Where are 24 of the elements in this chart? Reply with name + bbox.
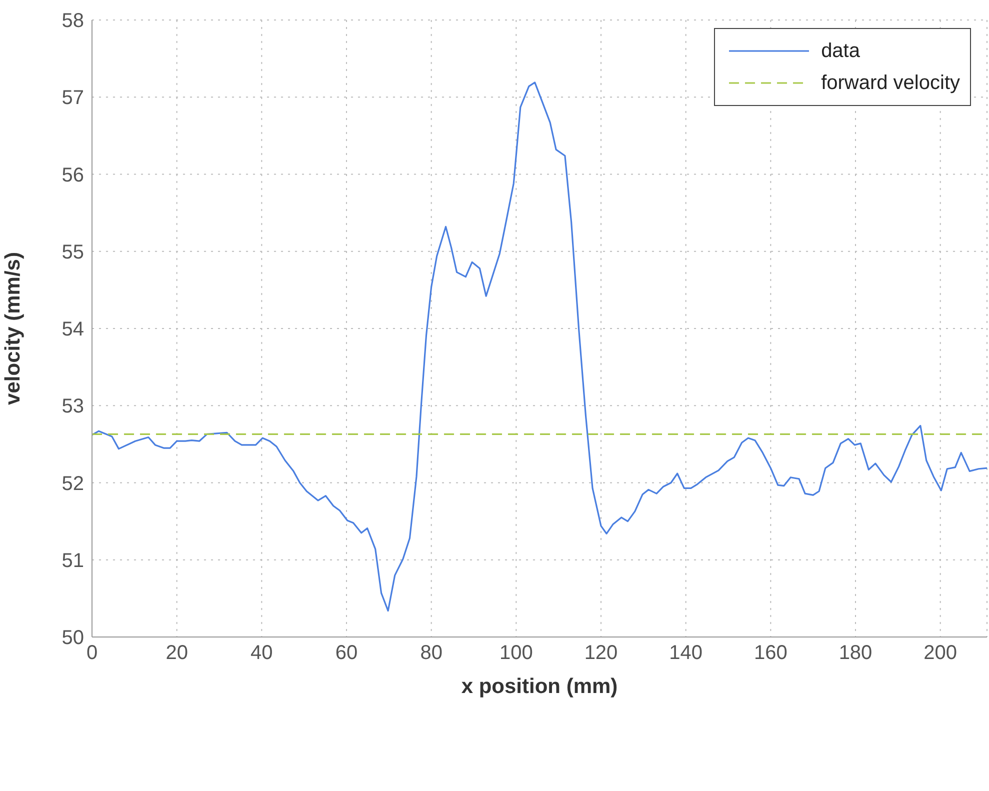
x-tick-label: 100 (499, 642, 533, 664)
y-tick-label: 57 (62, 87, 84, 110)
y-tick-label: 56 (62, 164, 84, 186)
y-axis-title: velocity (mm/s) (1, 252, 24, 405)
y-tick-label: 58 (62, 10, 84, 32)
legend-label: forward velocity (821, 72, 960, 94)
y-tick-label: 54 (62, 318, 84, 341)
y-tick-label: 50 (62, 627, 84, 650)
x-tick-label: 180 (838, 642, 872, 664)
y-tick-label: 52 (62, 472, 84, 495)
x-tick-label: 40 (250, 642, 273, 664)
x-tick-label: 0 (86, 642, 98, 664)
x-tick-label: 140 (669, 642, 703, 664)
x-axis-title: x position (mm) (461, 675, 618, 698)
x-tick-label: 160 (754, 642, 788, 664)
legend-label: data (821, 40, 860, 62)
x-tick-label: 60 (335, 642, 358, 664)
x-tick-label: 80 (420, 642, 442, 664)
y-tick-label: 53 (62, 396, 84, 418)
x-tick-label: 120 (584, 642, 618, 664)
x-tick-label: 200 (924, 642, 958, 664)
y-tick-label: 51 (62, 550, 84, 572)
y-tick-label: 55 (62, 241, 84, 264)
x-tick-label: 20 (166, 642, 188, 664)
